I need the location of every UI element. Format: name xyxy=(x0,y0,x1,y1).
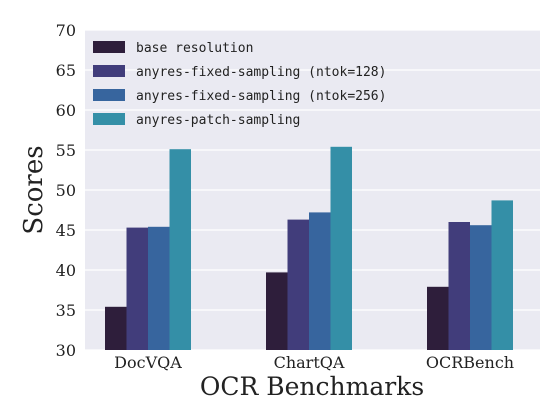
bar xyxy=(266,272,288,350)
y-tick-label: 30 xyxy=(56,341,76,360)
y-axis-title: Scores xyxy=(19,145,49,234)
x-tick-label: OCRBench xyxy=(426,353,514,372)
bar xyxy=(169,149,191,350)
bar xyxy=(448,222,470,350)
legend-swatch xyxy=(93,89,125,101)
y-tick-label: 65 xyxy=(56,61,76,80)
legend-label: anyres-fixed-sampling (ntok=256) xyxy=(136,89,386,104)
y-tick-label: 50 xyxy=(56,181,76,200)
legend-swatch xyxy=(93,113,125,125)
y-tick-label: 55 xyxy=(56,141,76,160)
legend-label: anyres-fixed-sampling (ntok=128) xyxy=(136,65,386,80)
bar xyxy=(287,219,309,350)
y-tick-label: 60 xyxy=(56,101,76,120)
bar xyxy=(470,225,492,350)
bar xyxy=(126,227,148,350)
y-tick-labels: 30 35 40 45 50 55 60 65 70 xyxy=(56,21,76,360)
bar xyxy=(330,146,352,350)
bar xyxy=(148,226,170,350)
x-tick-labels: DocVQA ChartQA OCRBench xyxy=(114,353,514,372)
y-tick-label: 35 xyxy=(56,301,76,320)
bar xyxy=(427,286,449,350)
bar xyxy=(491,200,513,350)
x-tick-label: ChartQA xyxy=(274,353,345,372)
bars xyxy=(105,146,513,350)
y-tick-label: 70 xyxy=(56,21,76,40)
bar xyxy=(105,306,127,350)
bar xyxy=(309,212,331,350)
x-tick-label: DocVQA xyxy=(114,353,182,372)
legend-label: anyres-patch-sampling xyxy=(136,113,300,128)
y-tick-label: 45 xyxy=(56,221,76,240)
legend-swatch xyxy=(93,41,125,53)
y-tick-label: 40 xyxy=(56,261,76,280)
legend-label: base resolution xyxy=(136,41,253,56)
legend-swatch xyxy=(93,65,125,77)
legend: base resolution anyres-fixed-sampling (nt… xyxy=(93,41,386,128)
x-axis-title: OCR Benchmarks xyxy=(200,372,424,401)
